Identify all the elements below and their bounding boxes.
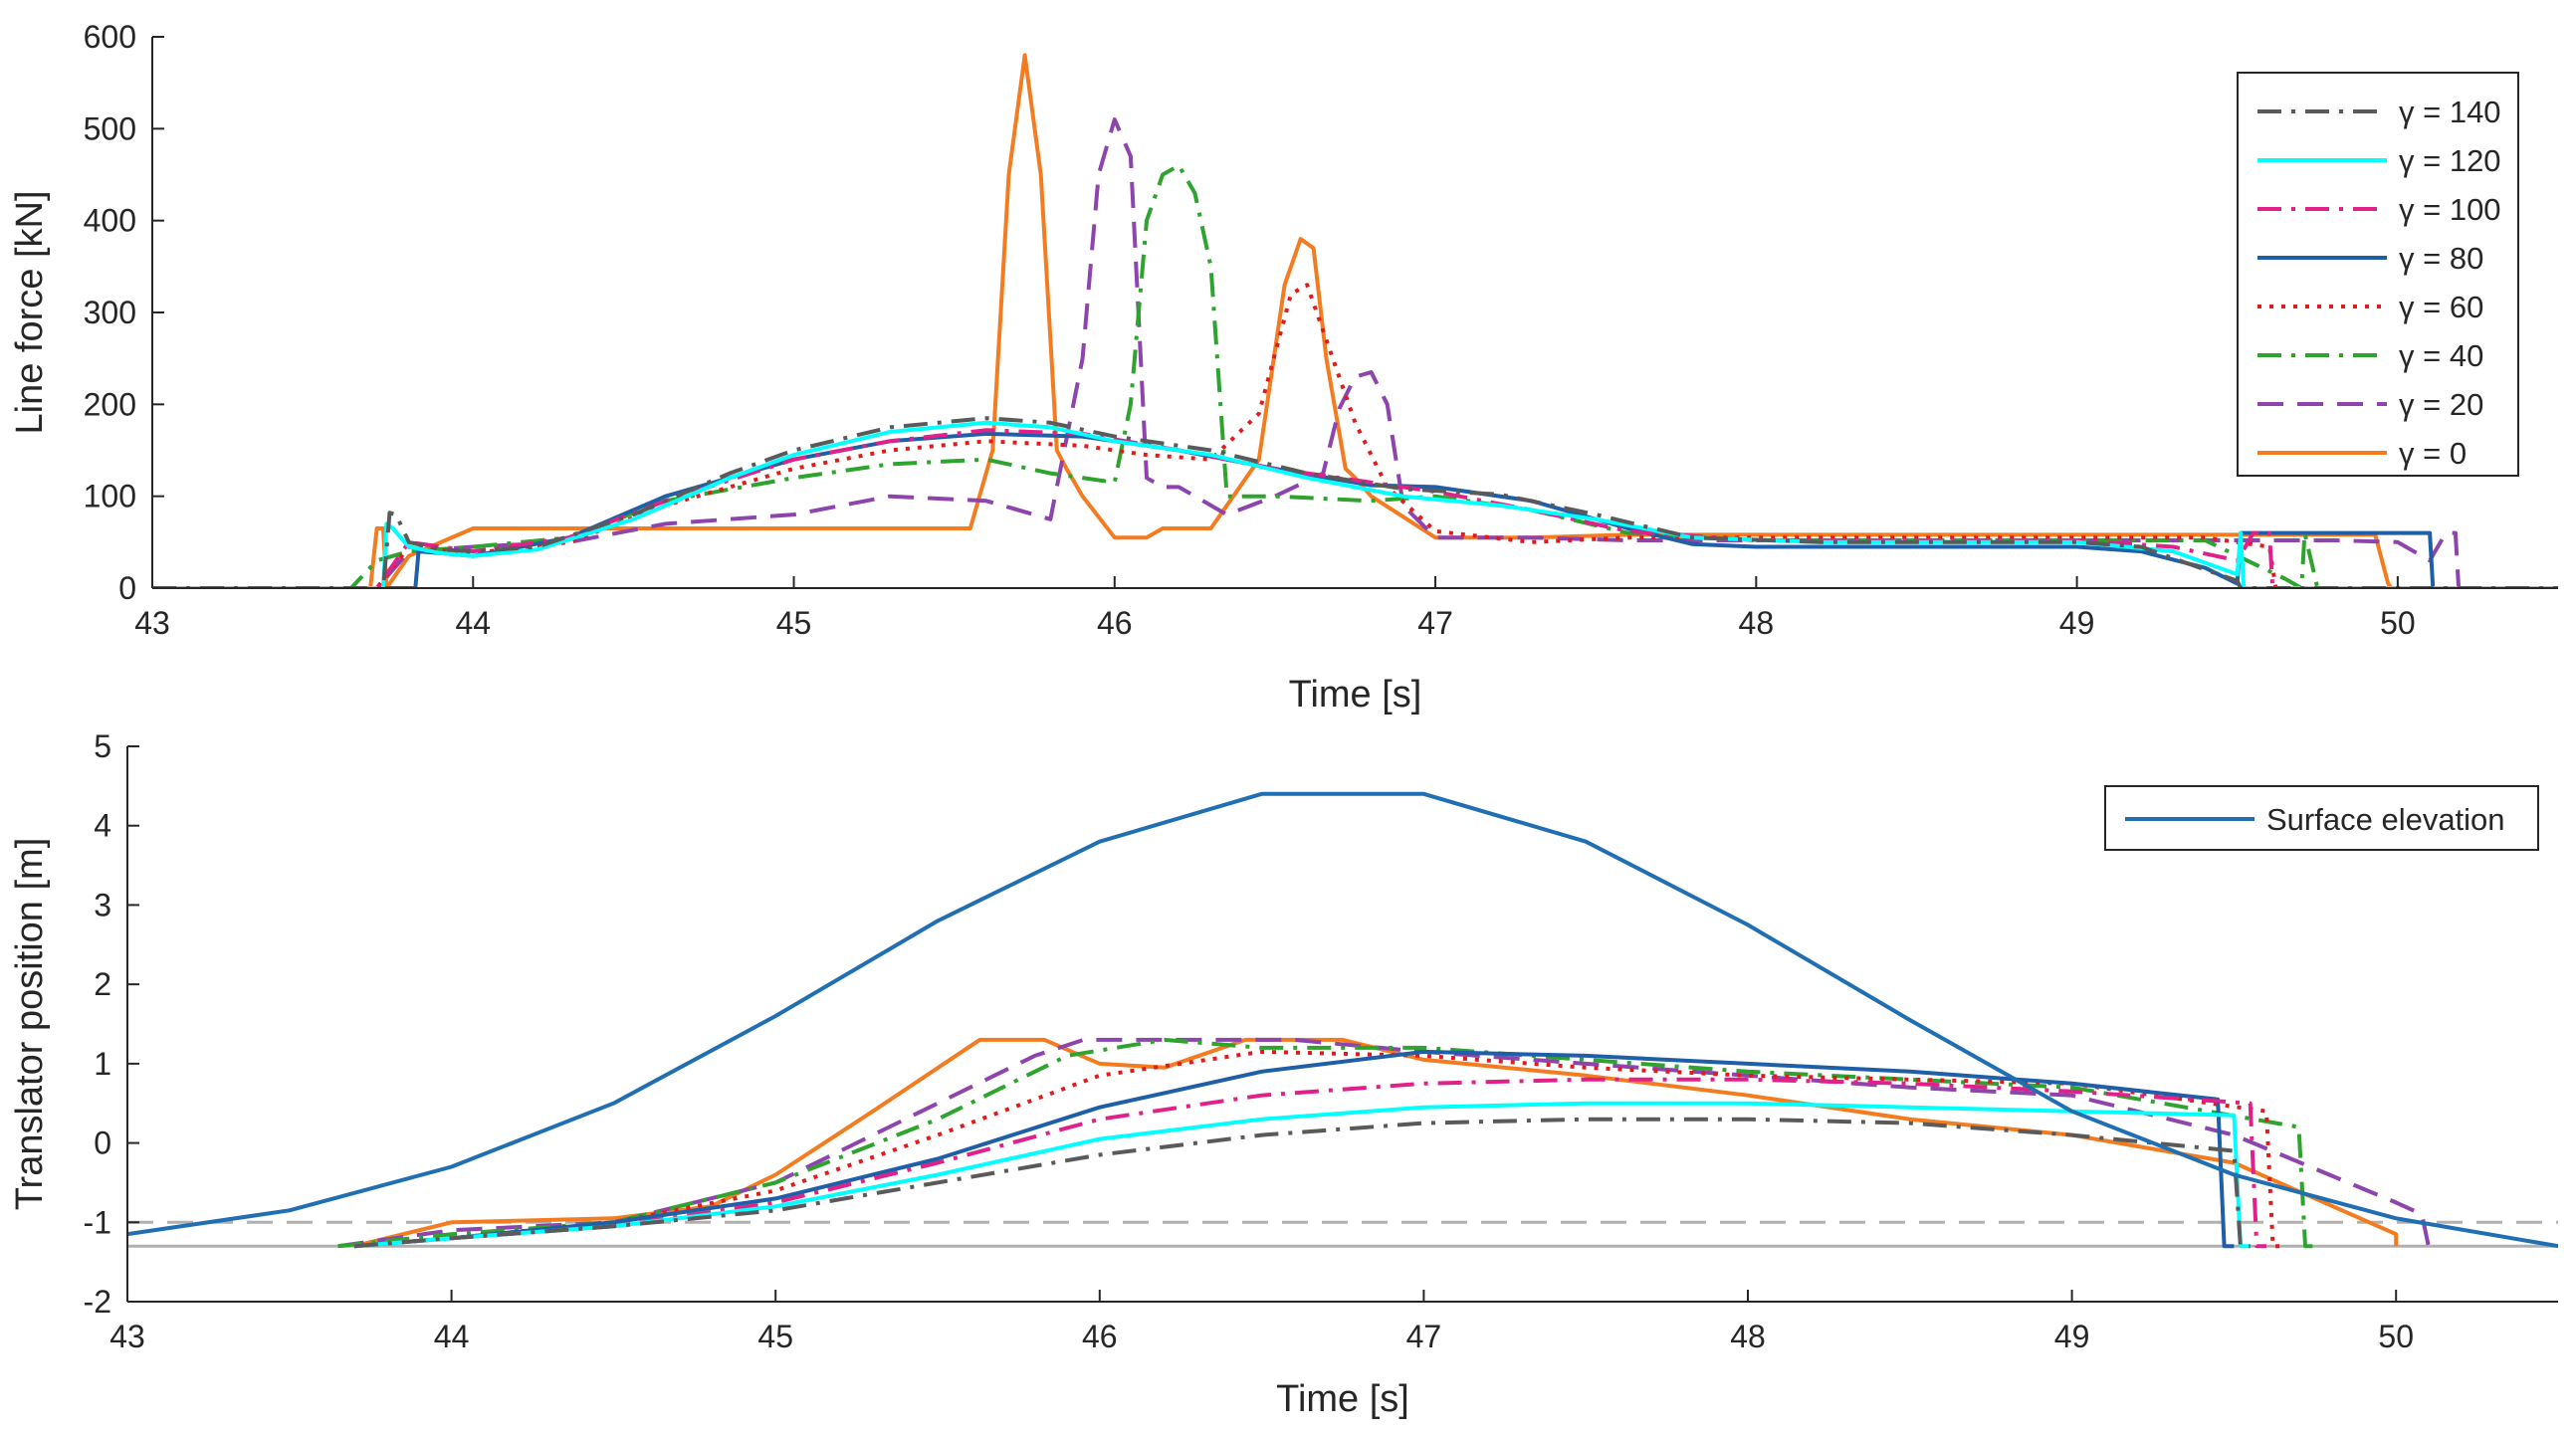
- legend-label: γ = 120: [2399, 143, 2501, 178]
- y-tick-label: 300: [84, 295, 136, 330]
- y-tick-label: 100: [84, 479, 136, 514]
- x-tick-label: 44: [455, 605, 491, 641]
- x-tick-label: 45: [776, 605, 812, 641]
- legend-label: γ = 80: [2399, 241, 2483, 276]
- series-group: [152, 53, 2558, 588]
- y-tick-label: 600: [84, 19, 136, 55]
- x-tick-label: 47: [1417, 605, 1453, 641]
- series-line-40: [337, 1037, 2315, 1249]
- legend-label: γ = 20: [2399, 387, 2483, 422]
- x-tick-label: 47: [1406, 1319, 1442, 1354]
- y-tick-label: -1: [84, 1204, 111, 1240]
- y-tick-label: -2: [84, 1284, 111, 1320]
- x-axis-label: Time [s]: [1276, 1378, 1409, 1420]
- y-tick-label: 5: [94, 728, 111, 764]
- x-tick-label: 43: [109, 1319, 145, 1354]
- x-tick-label: 46: [1097, 605, 1133, 641]
- series-line-surface-elevation: [127, 791, 2558, 1249]
- y-tick-label: 2: [94, 966, 111, 1002]
- x-axis-label: Time [s]: [1289, 674, 1422, 716]
- x-tick-label: 44: [434, 1319, 470, 1354]
- x-tick-label: 49: [2054, 1319, 2090, 1354]
- legend-box: [2237, 72, 2519, 477]
- legend-label: γ = 0: [2399, 436, 2467, 471]
- series-line-120: [353, 1101, 2251, 1249]
- y-tick-label: 500: [84, 110, 136, 146]
- x-tick-label: 50: [2380, 605, 2416, 641]
- y-axis-label: Translator position [m]: [9, 838, 51, 1211]
- legend-label: γ = 40: [2399, 338, 2483, 373]
- y-tick-label: 3: [94, 887, 111, 922]
- series-line-100: [353, 1077, 2266, 1249]
- x-tick-label: 43: [134, 605, 170, 641]
- y-axis-label: Line force [kN]: [9, 191, 51, 435]
- y-tick-label: 1: [94, 1046, 111, 1082]
- y-tick-label: 0: [118, 570, 136, 606]
- x-tick-label: 46: [1082, 1319, 1118, 1354]
- x-tick-label: 48: [1739, 605, 1775, 641]
- series-line-60: [152, 283, 2558, 588]
- x-tick-label: 45: [757, 1319, 793, 1354]
- series-line-20: [152, 117, 2558, 588]
- y-tick-label: 4: [94, 808, 111, 844]
- y-tick-label: 200: [84, 386, 136, 422]
- series-group: [127, 791, 2558, 1249]
- legend: Surface elevation: [2104, 785, 2539, 851]
- y-tick-label: 0: [94, 1125, 111, 1161]
- y-tick-label: 400: [84, 203, 136, 239]
- legend-label: γ = 140: [2399, 95, 2501, 129]
- series-line-140: [152, 416, 2558, 588]
- series-line-0: [152, 53, 2558, 588]
- series-line-140: [353, 1117, 2251, 1249]
- legend-label: γ = 100: [2399, 192, 2501, 227]
- series-line-80: [353, 1049, 2235, 1249]
- legend: γ = 140 γ = 120 γ = 100 γ = 80 γ = 60 γ = 40 γ…: [2237, 72, 2519, 477]
- x-tick-label: 49: [2059, 605, 2095, 641]
- x-tick-label: 50: [2378, 1319, 2414, 1354]
- line-force-panel: 43 44 45 46 47 48 49 500100200300400500600Time …: [9, 19, 2558, 716]
- x-tick-label: 48: [1730, 1319, 1766, 1354]
- legend-label: Surface elevation: [2266, 802, 2505, 837]
- legend-label: γ = 60: [2399, 290, 2483, 324]
